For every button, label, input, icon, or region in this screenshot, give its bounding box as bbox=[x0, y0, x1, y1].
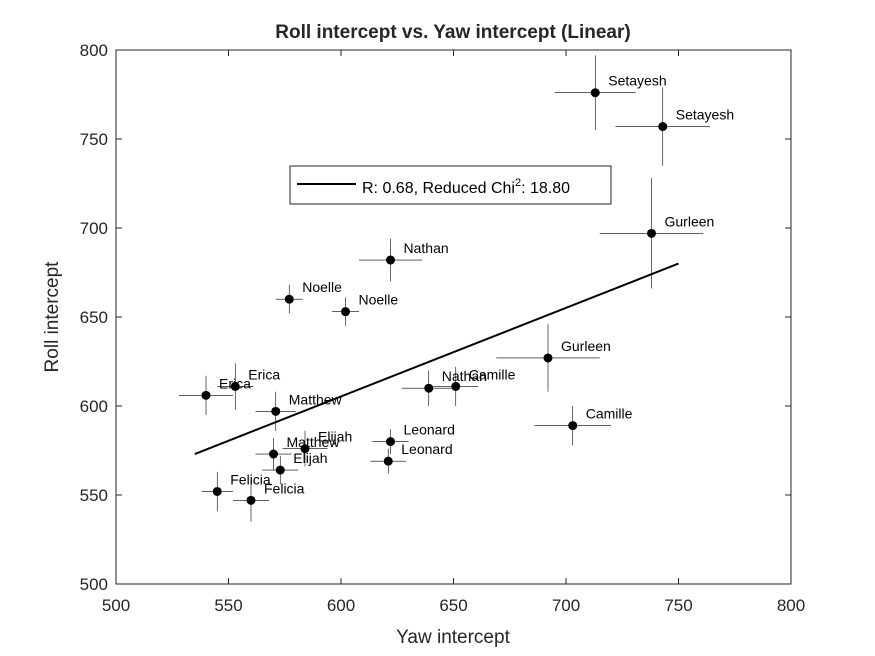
point-labels: Setayesh Setayesh Gurleen Gurleen Nathan Nath… bbox=[219, 73, 734, 497]
point-label: Setayesh bbox=[676, 107, 734, 123]
data-points bbox=[201, 88, 668, 505]
y-tick-label: 700 bbox=[80, 219, 108, 238]
x-axis-label: Yaw intercept bbox=[396, 627, 510, 648]
data-point bbox=[201, 390, 211, 400]
legend-text-tail: : 18.80 bbox=[521, 180, 570, 197]
fit-line bbox=[194, 262, 679, 455]
data-point bbox=[590, 88, 600, 98]
point-label: Nathan bbox=[404, 240, 449, 256]
legend-text-main: R: 0.68, Reduced Chi bbox=[362, 180, 515, 197]
x-tick-label: 600 bbox=[327, 596, 355, 615]
data-point bbox=[386, 437, 395, 447]
data-point bbox=[284, 294, 294, 304]
data-point bbox=[383, 456, 393, 466]
y-tick-label: 800 bbox=[80, 41, 108, 60]
data-point bbox=[275, 465, 285, 475]
point-label: Matthew bbox=[289, 391, 343, 407]
point-label: Matthew bbox=[287, 434, 341, 450]
point-label: Nathan bbox=[442, 368, 487, 384]
point-label: Elijah bbox=[318, 429, 352, 445]
x-tick-label: 800 bbox=[777, 596, 805, 615]
x-tick-label: 650 bbox=[439, 596, 467, 615]
axes-frame bbox=[115, 49, 792, 585]
point-label: Erica bbox=[219, 375, 251, 391]
data-point bbox=[212, 486, 222, 496]
data-point bbox=[386, 255, 395, 265]
point-label: Leonard bbox=[404, 422, 455, 438]
point-label: Camille bbox=[586, 406, 633, 422]
point-label: Noelle bbox=[302, 279, 342, 295]
point-label: Erica bbox=[248, 366, 280, 382]
data-point bbox=[647, 228, 656, 238]
y-axis-label: Roll intercept bbox=[42, 261, 63, 373]
data-point bbox=[271, 406, 281, 416]
x-tick-label: 550 bbox=[214, 596, 242, 615]
plot-area bbox=[116, 50, 791, 584]
y-tick-label: 550 bbox=[80, 486, 108, 505]
chart-title: Roll intercept vs. Yaw intercept (Linear… bbox=[275, 22, 630, 43]
data-point bbox=[424, 383, 434, 393]
data-point bbox=[568, 421, 578, 431]
data-point bbox=[300, 444, 310, 454]
legend: R: 0.68, Reduced Chi2: 18.80 bbox=[289, 165, 612, 205]
fit-line-group bbox=[194, 262, 679, 455]
y-tick-label: 500 bbox=[80, 575, 108, 594]
axis-ticks: 500 550 600 650 700 750 800 500 550 600 650 700 750 8… bbox=[80, 41, 806, 615]
point-label: Leonard bbox=[401, 441, 452, 457]
point-label: Setayesh bbox=[608, 73, 666, 89]
point-label: Felicia bbox=[264, 480, 305, 496]
point-label: Gurleen bbox=[665, 213, 715, 229]
axes-box bbox=[115, 49, 792, 585]
data-point bbox=[658, 122, 668, 132]
point-label: Felicia bbox=[230, 471, 271, 487]
legend-text-sup: 2 bbox=[515, 177, 521, 189]
x-tick-label: 500 bbox=[102, 596, 130, 615]
data-point bbox=[543, 353, 553, 363]
y-tick-label: 750 bbox=[80, 130, 108, 149]
y-tick-label: 650 bbox=[80, 308, 108, 327]
point-label: Camille bbox=[469, 366, 516, 382]
data-point bbox=[269, 449, 278, 459]
data-point bbox=[341, 307, 350, 317]
data-point bbox=[451, 381, 461, 391]
x-tick-label: 750 bbox=[664, 596, 692, 615]
point-label: Gurleen bbox=[561, 338, 611, 354]
point-label: Noelle bbox=[359, 292, 399, 308]
y-tick-label: 600 bbox=[80, 397, 108, 416]
data-point bbox=[230, 381, 240, 391]
x-tick-label: 700 bbox=[552, 596, 580, 615]
point-label: Elijah bbox=[293, 450, 327, 466]
data-point bbox=[246, 495, 256, 505]
legend-entry-text: R: 0.68, Reduced Chi2: 18.80 bbox=[362, 177, 570, 197]
